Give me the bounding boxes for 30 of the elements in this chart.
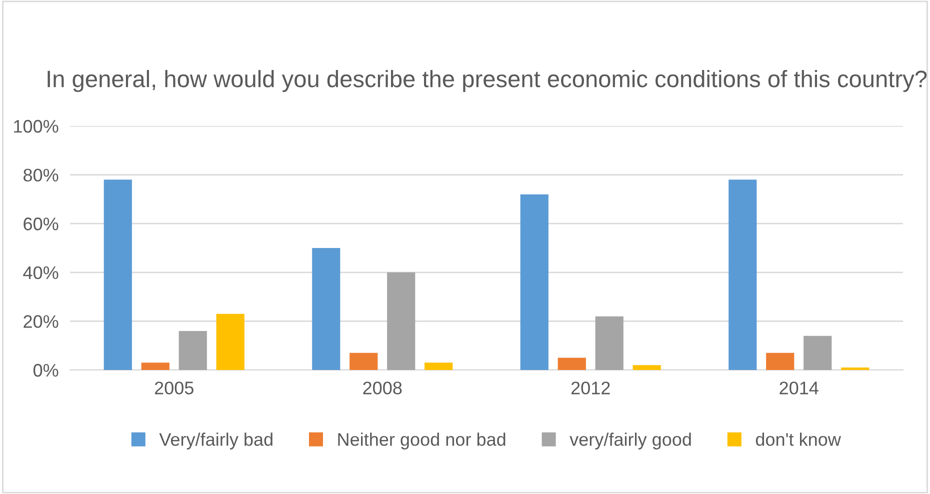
bar <box>766 352 794 370</box>
bar <box>350 352 378 370</box>
x-tick-label: 2012 <box>571 382 610 394</box>
y-tick-label: 20% <box>24 315 58 328</box>
bar <box>595 316 624 370</box>
y-tick-label: 100% <box>14 120 58 133</box>
bar <box>387 272 416 370</box>
legend-label: very/fairly good <box>570 432 691 450</box>
bar <box>141 362 170 370</box>
chart-title: In general, how would you describe the present economic conditions of this country? <box>48 70 927 92</box>
y-tick-label: 60% <box>24 218 58 230</box>
legend-label: Very/fairly bad <box>159 432 272 450</box>
x-tick-label: 2008 <box>363 382 402 394</box>
x-tick-label: 2005 <box>154 382 194 394</box>
y-tick-label: 80% <box>24 168 58 182</box>
bar <box>804 336 832 370</box>
y-tick-label: 0% <box>34 364 58 377</box>
bar <box>312 248 340 370</box>
legend-label: Neither good nor bad <box>338 432 506 450</box>
bar <box>728 180 757 370</box>
bar <box>424 362 453 370</box>
legend-label: don't know <box>756 432 841 446</box>
bar <box>216 314 244 370</box>
bar <box>520 194 548 370</box>
bar <box>178 330 207 370</box>
y-tick-label: 40% <box>23 266 58 280</box>
bar <box>104 180 132 370</box>
bar <box>558 358 586 370</box>
bar <box>632 365 661 370</box>
x-tick-label: 2014 <box>780 382 818 394</box>
